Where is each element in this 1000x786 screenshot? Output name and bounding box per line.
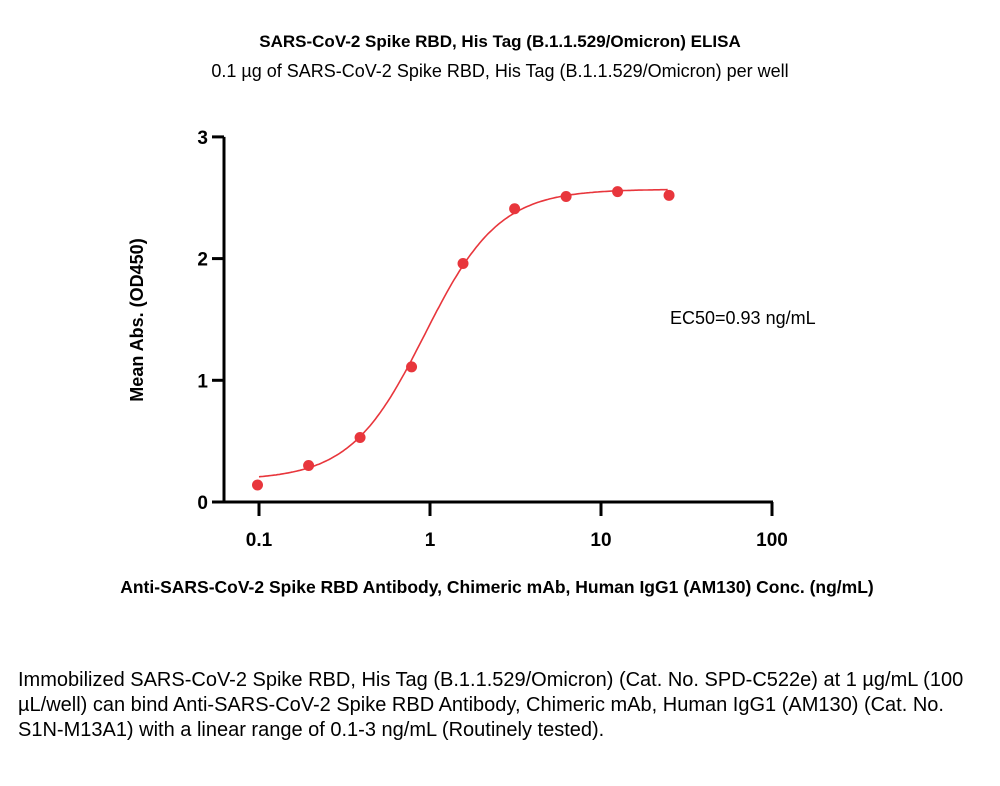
axes: 0 1 2 3 0.1 1 10 100	[197, 128, 787, 551]
data-points	[251, 186, 675, 491]
chart-title: SARS-CoV-2 Spike RBD, His Tag (B.1.1.529…	[259, 32, 741, 51]
x-axis-label: Anti-SARS-CoV-2 Spike RBD Antibody, Chim…	[120, 577, 874, 597]
data-point	[303, 459, 315, 471]
data-point	[354, 431, 366, 443]
y-tick-label: 0	[197, 493, 208, 514]
data-point	[612, 186, 624, 198]
y-tick-label: 2	[197, 250, 208, 271]
x-tick-label: 1	[425, 530, 436, 551]
fit-curve	[258, 188, 668, 478]
y-tick-label: 3	[197, 128, 208, 149]
ec50-annotation: EC50=0.93 ng/mL	[670, 308, 816, 328]
data-point	[560, 191, 572, 203]
x-tick-label: 100	[756, 530, 788, 551]
data-point	[663, 189, 675, 201]
chart-subtitle: 0.1 µg of SARS-CoV-2 Spike RBD, His Tag …	[211, 61, 789, 81]
x-tick-label: 0.1	[246, 530, 273, 551]
data-point	[406, 361, 418, 373]
data-point	[251, 479, 263, 491]
y-axis-label: Mean Abs. (OD450)	[127, 238, 147, 401]
x-tick-label: 10	[590, 530, 611, 551]
data-point	[457, 257, 469, 269]
data-point	[509, 203, 521, 215]
elisa-chart: 0 1 2 3 0.1 1 10 100 Mean Abs. (OD450) Anti-SAR…	[120, 128, 874, 597]
y-tick-label: 1	[197, 371, 208, 392]
figure-caption: Immobilized SARS-CoV-2 Spike RBD, His Ta…	[18, 669, 964, 741]
